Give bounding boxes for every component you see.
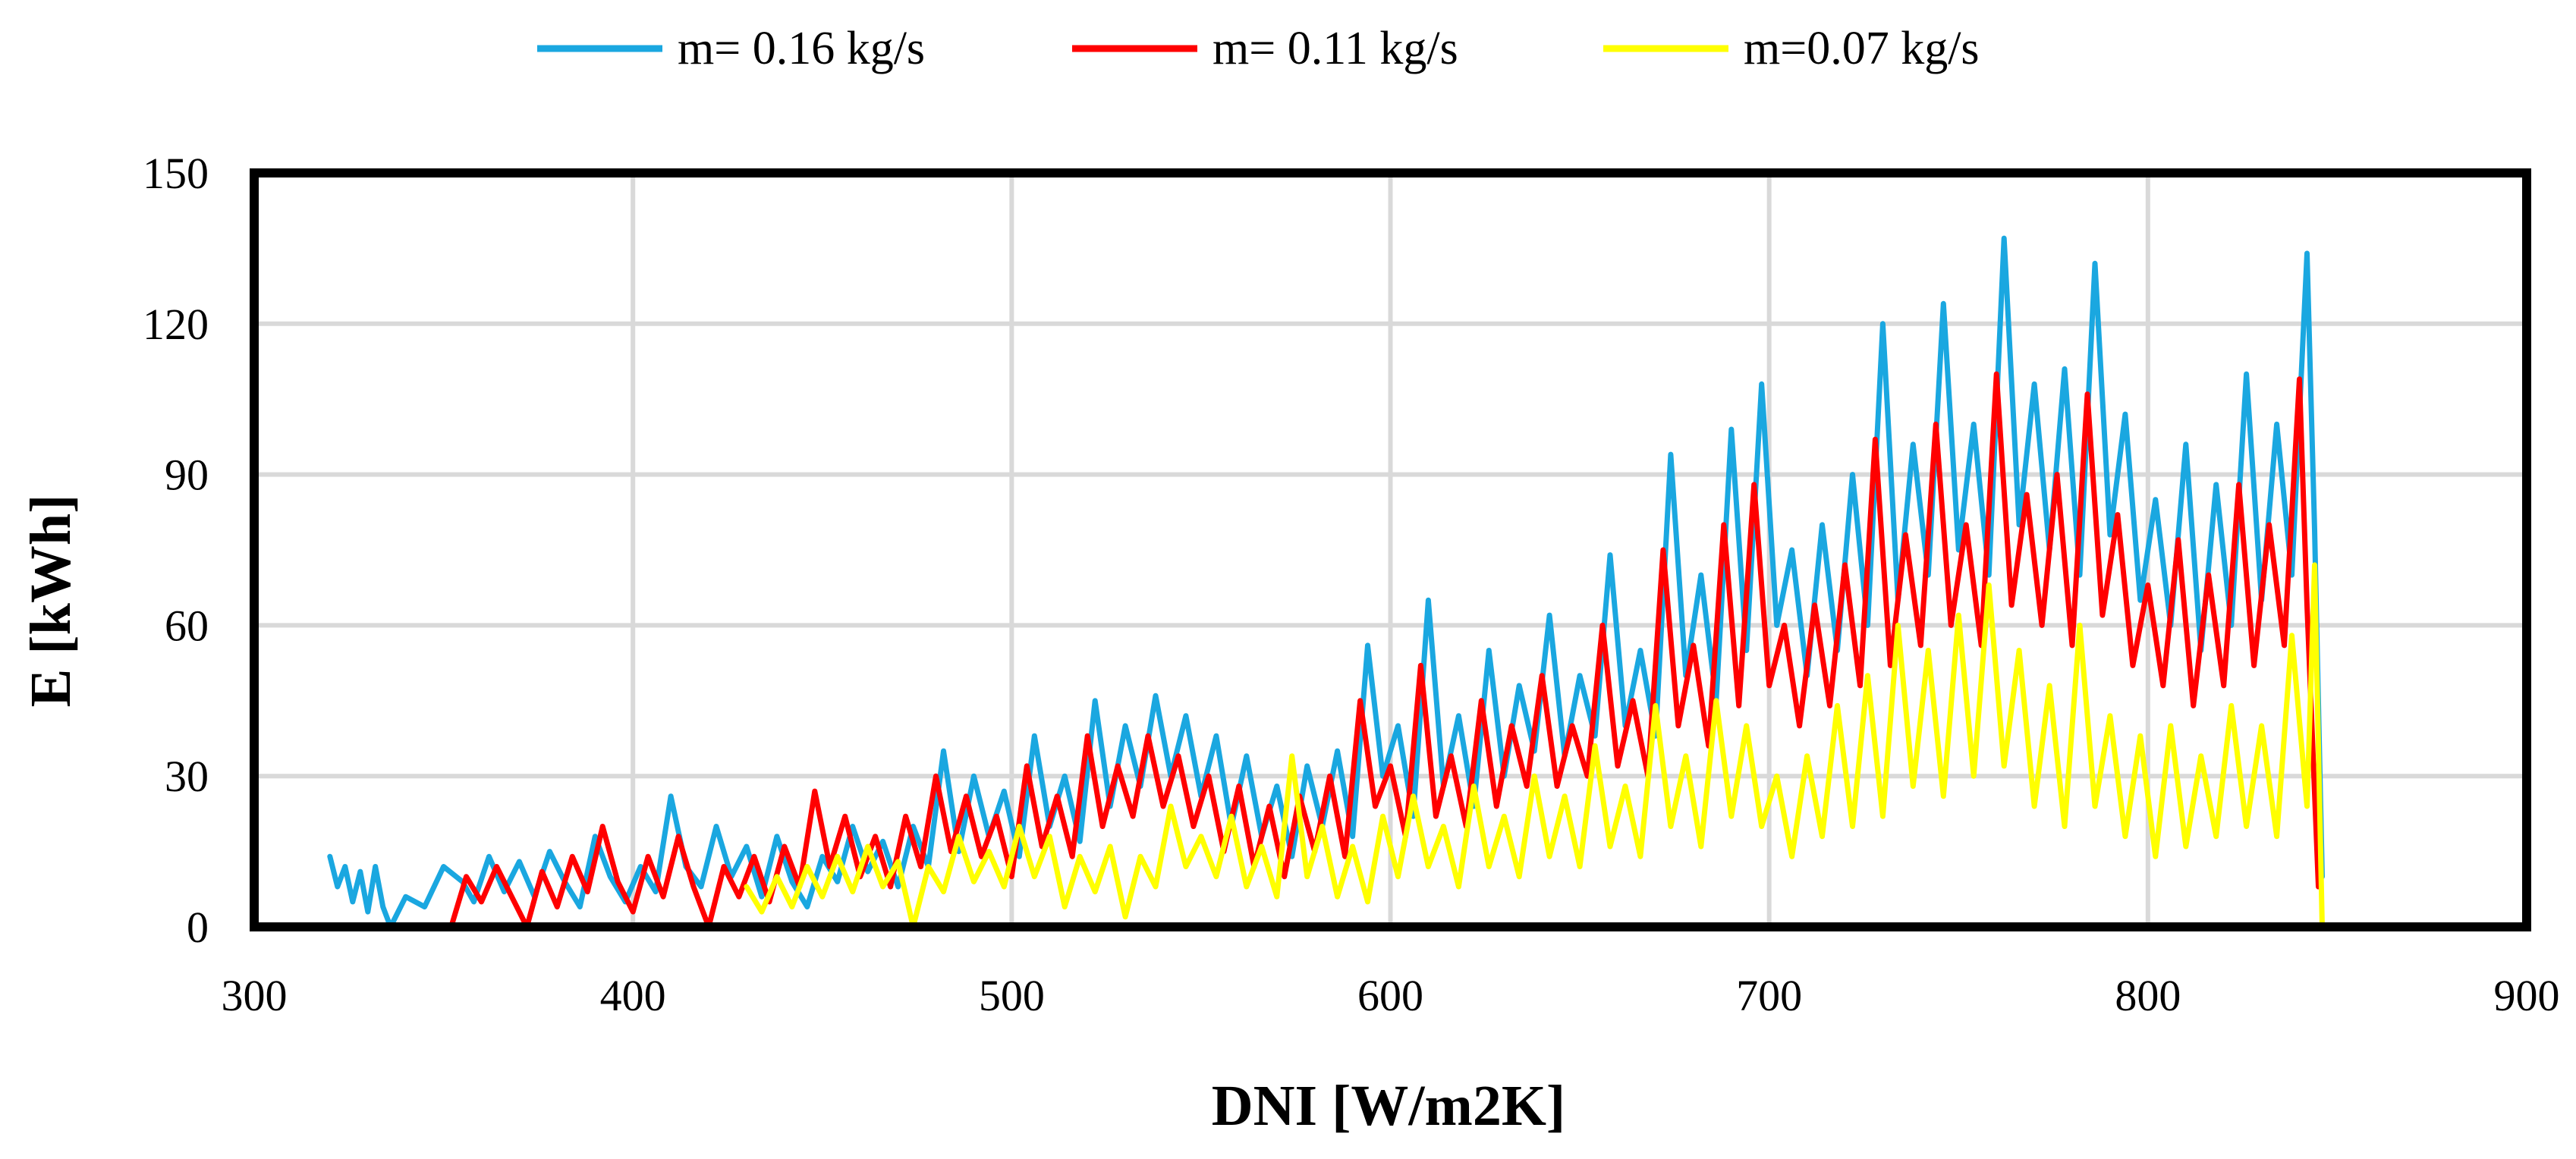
x-tick-label: 400 — [600, 971, 666, 1020]
x-tick-label: 600 — [1357, 971, 1423, 1020]
y-tick-label: 0 — [187, 903, 209, 952]
x-axis-title: DNI [W/m2K] — [1212, 1074, 1566, 1138]
legend-label: m= 0.16 kg/s — [678, 23, 925, 74]
y-tick-label: 120 — [143, 300, 209, 349]
legend-item-2: m= 0.11 kg/s — [1072, 23, 1458, 74]
series-line-2 — [448, 371, 2321, 930]
y-axis-title: E [kWh] — [19, 495, 83, 708]
x-tick-label: 500 — [979, 971, 1045, 1020]
plot-area-border — [250, 168, 2531, 931]
legend-item-1: m= 0.16 kg/s — [537, 23, 925, 74]
y-tick-label: 30 — [165, 752, 209, 801]
series-line-3 — [744, 562, 2325, 930]
legend-label: m= 0.11 kg/s — [1213, 23, 1458, 74]
legend: m= 0.16 kg/s m= 0.11 kg/s m=0.07 kg/s — [537, 23, 1980, 74]
x-tick-label: 300 — [222, 971, 288, 1020]
legend-item-3: m=0.07 kg/s — [1603, 23, 1980, 74]
x-tick-label: 700 — [1736, 971, 1802, 1020]
legend-label: m=0.07 kg/s — [1744, 23, 1980, 74]
x-tick-label: 900 — [2494, 971, 2560, 1020]
series-line-1 — [327, 235, 2325, 930]
axis-ticks: 300 400 500 600 700 800 900 0 30 60 90 120 150 — [143, 149, 2560, 1020]
series-group — [327, 235, 2325, 930]
x-tick-label: 800 — [2115, 971, 2181, 1020]
y-tick-label: 90 — [165, 451, 209, 500]
y-tick-label: 150 — [143, 149, 209, 198]
gridlines — [254, 173, 2527, 927]
y-tick-label: 60 — [165, 601, 209, 650]
